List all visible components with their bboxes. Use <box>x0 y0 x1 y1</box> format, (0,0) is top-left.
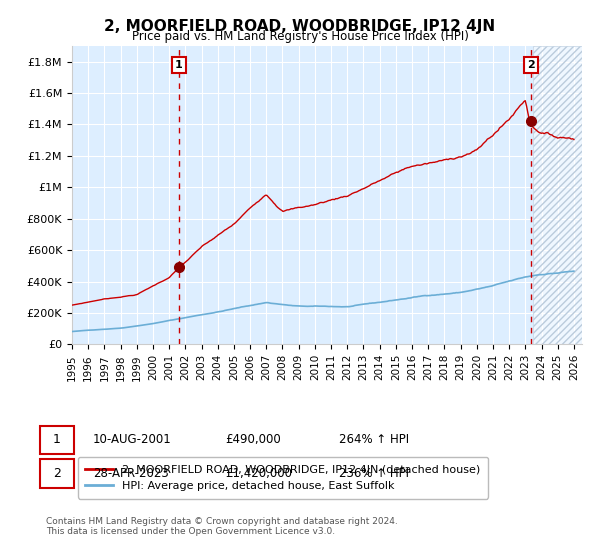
Text: 236% ↑ HPI: 236% ↑ HPI <box>339 466 409 480</box>
Text: £1,420,000: £1,420,000 <box>225 466 292 480</box>
Text: 2: 2 <box>527 60 535 71</box>
Text: 1: 1 <box>53 433 61 446</box>
Text: 28-APR-2023: 28-APR-2023 <box>93 466 169 480</box>
Bar <box>533 46 582 344</box>
Text: 10-AUG-2001: 10-AUG-2001 <box>93 433 172 446</box>
Legend: 2, MOORFIELD ROAD, WOODBRIDGE, IP12 4JN (detached house), HPI: Average price, de: 2, MOORFIELD ROAD, WOODBRIDGE, IP12 4JN … <box>77 457 488 498</box>
Text: 2, MOORFIELD ROAD, WOODBRIDGE, IP12 4JN: 2, MOORFIELD ROAD, WOODBRIDGE, IP12 4JN <box>104 19 496 34</box>
Text: £490,000: £490,000 <box>225 433 281 446</box>
Text: Price paid vs. HM Land Registry's House Price Index (HPI): Price paid vs. HM Land Registry's House … <box>131 30 469 43</box>
Text: 1: 1 <box>175 60 183 71</box>
Text: 2: 2 <box>53 466 61 480</box>
Text: 264% ↑ HPI: 264% ↑ HPI <box>339 433 409 446</box>
Bar <box>533 46 582 344</box>
Text: Contains HM Land Registry data © Crown copyright and database right 2024.
This d: Contains HM Land Registry data © Crown c… <box>46 517 397 536</box>
